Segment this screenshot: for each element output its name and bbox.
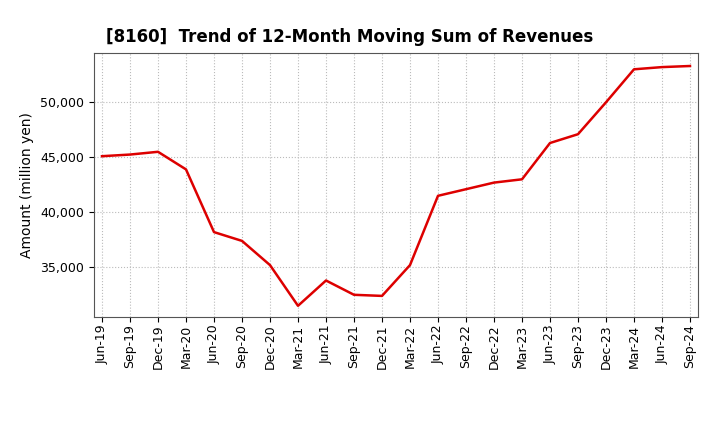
Text: [8160]  Trend of 12-Month Moving Sum of Revenues: [8160] Trend of 12-Month Moving Sum of R… [106, 28, 593, 46]
Y-axis label: Amount (million yen): Amount (million yen) [20, 112, 35, 258]
